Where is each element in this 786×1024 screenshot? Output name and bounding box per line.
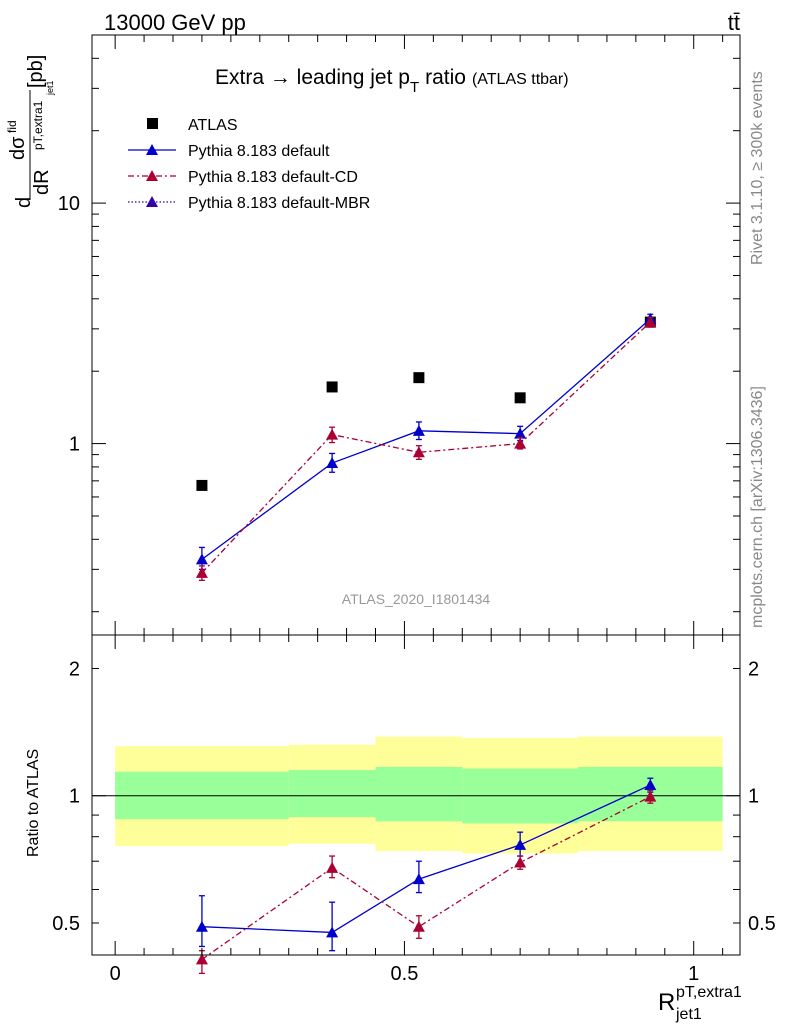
ylabel-sigma-sup: fid: [5, 120, 19, 133]
x-axis-label: RpT,extra1 jet1: [658, 984, 742, 1023]
ratio-uncertainty-band-inner: [288, 770, 376, 818]
main-ytick-label: 1: [69, 434, 80, 456]
ratio-cd-point: [326, 861, 339, 873]
atlas-data-point: [413, 372, 425, 384]
main-cd-point: [326, 428, 339, 440]
main-panel: 1 10 Extra → leading jet pT ratio (ATLAS tt…: [5, 34, 741, 636]
xtick-label: 0: [110, 963, 121, 985]
legend-mbr-marker: [146, 196, 158, 207]
ylabel-unit: [pb]: [25, 55, 47, 88]
ylabel-sub2: jet1: [45, 80, 55, 96]
rivet-version-label: Rivet 3.1.10, ≥ 300k events: [749, 71, 766, 265]
main-default-point: [326, 457, 339, 469]
main-cd-point: [644, 316, 657, 328]
legend-mbr-label: Pythia 8.183 default-MBR: [188, 195, 370, 212]
main-plot-content: [195, 312, 657, 581]
ratio-ytick-label-left: 2: [69, 658, 80, 680]
ratio-ytick-label-left: 0.5: [52, 913, 80, 935]
plot-title: Extra → leading jet pT ratio (ATLAS ttbar): [215, 66, 569, 96]
legend-atlas-marker: [147, 118, 158, 129]
xtick-label: 0.5: [391, 963, 419, 985]
ratio-plot-content: [92, 736, 740, 975]
ylabel-sub1: pT,extra1: [31, 100, 45, 150]
main-cd-point: [195, 566, 208, 578]
analysis-watermark: ATLAS_2020_I1801434: [342, 591, 491, 607]
atlas-data-point: [196, 479, 208, 491]
ratio-default-point: [195, 920, 208, 932]
legend-atlas-label: ATLAS: [188, 117, 238, 134]
ratio-default-point: [412, 873, 425, 885]
legend-cd-marker: [146, 170, 158, 181]
main-default-point: [514, 427, 527, 439]
main-cd-point: [412, 446, 425, 458]
ratio-default-point: [326, 926, 339, 938]
ratio-default-point: [514, 838, 527, 850]
atlas-data-point: [514, 392, 526, 404]
main-y-axis-label: d dσ fid dR pT,extra1 jet1 [pb]: [5, 55, 55, 208]
xlabel-main: R: [658, 989, 675, 1016]
ratio-ytick-label-right: 1: [748, 786, 759, 808]
ratio-default-point: [644, 779, 657, 791]
title-suffix: ratio: [425, 66, 466, 89]
ylabel-dR: dR: [31, 169, 53, 195]
main-default-point: [412, 424, 425, 436]
main-ytick-label: 10: [58, 193, 80, 215]
legend-default-label: Pythia 8.183 default: [188, 143, 330, 160]
ratio-cd-point: [195, 953, 208, 965]
ratio-frame: [91, 634, 741, 956]
title-main: Extra → leading jet p: [215, 66, 410, 89]
ratio-cd-point: [514, 856, 527, 868]
ratio-cd-point: [412, 920, 425, 932]
legend-default-marker: [146, 144, 158, 155]
xlabel-sup: pT,extra1: [676, 984, 742, 1001]
title-note: (ATLAS ttbar): [472, 71, 569, 88]
ratio-axis-ticks: 0.5 0.5 1 1 2 2 0 0.5 1: [52, 635, 776, 985]
ratio-ytick-label-left: 1: [69, 786, 80, 808]
ratio-cd-point: [644, 790, 657, 802]
header-process: tt̄: [728, 10, 740, 35]
legend-cd-label: Pythia 8.183 default-CD: [188, 169, 358, 186]
ylabel-sigma: dσ: [7, 136, 29, 160]
ratio-ytick-label-right: 2: [748, 658, 759, 680]
ratio-y-label: Ratio to ATLAS: [25, 749, 42, 857]
xlabel-sub: jet1: [675, 1006, 702, 1023]
mcplots-label: mcplots.cern.ch [arXiv:1306.3436]: [749, 386, 766, 628]
ylabel-d: d: [13, 197, 35, 208]
main-cd-point: [514, 437, 527, 449]
title-sub: T: [410, 79, 419, 96]
main-default-line: [201, 318, 651, 560]
xtick-label: 1: [688, 963, 699, 985]
legend: ATLAS Pythia 8.183 default Pythia 8.183 …: [128, 117, 370, 212]
ratio-panel: 0.5 0.5 1 1 2 2 0 0.5 1 Ratio to ATLAS RpT,extra…: [25, 634, 776, 1023]
ratio-ytick-label-right: 0.5: [748, 913, 776, 935]
main-cd-line: [201, 321, 651, 574]
atlas-data-point: [326, 381, 338, 393]
ratio-uncertainty-band-inner: [375, 766, 463, 822]
header-energy: 13000 GeV pp: [104, 10, 246, 35]
main-default-point: [195, 553, 208, 565]
main-axis-ticks: 1 10: [58, 34, 740, 635]
